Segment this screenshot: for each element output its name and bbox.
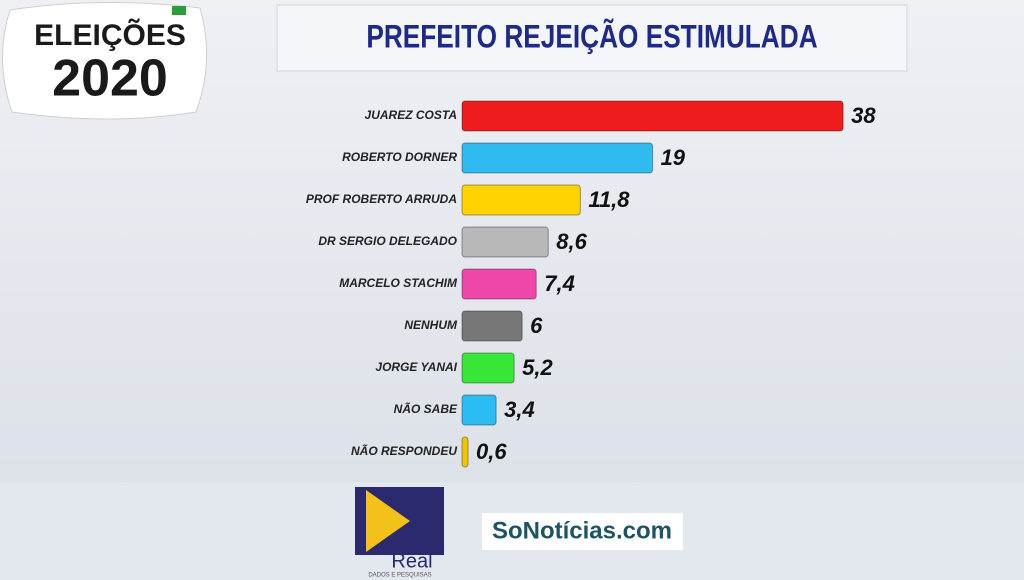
category-label: PROF ROBERTO ARRUDA: [306, 192, 457, 206]
bar: [461, 100, 844, 132]
title-box: [276, 4, 908, 72]
bar: [461, 310, 523, 342]
value-label: 5,2: [522, 355, 553, 380]
real-logo-mark: [366, 490, 410, 552]
category-label: NÃO RESPONDEU: [351, 443, 457, 458]
value-label: 7,4: [544, 271, 575, 296]
value-label: 8,6: [556, 229, 587, 254]
bar: [461, 436, 469, 468]
category-label: NENHUM: [404, 318, 458, 332]
category-label: MARCELO STACHIM: [339, 276, 458, 290]
logo-line1: ELEIÇÕES: [34, 18, 186, 52]
chart-title: PREFEITO REJEIÇÃO ESTIMULADA: [366, 18, 817, 55]
real-logo-sub: DADOS E PESQUISAS: [368, 573, 431, 579]
bar: [461, 352, 515, 384]
bar: [461, 142, 654, 174]
value-label: 0,6: [476, 439, 507, 464]
bar: [461, 226, 549, 258]
site-text: SoNotícias.com: [492, 517, 672, 544]
logo-line2: 2020: [52, 50, 168, 108]
value-label: 3,4: [504, 397, 535, 422]
logo-badge: [1, 1, 208, 120]
value-label: 6: [530, 313, 543, 338]
site-box: [482, 513, 683, 550]
category-label: ROBERTO DORNER: [342, 150, 457, 164]
category-label: DR SERGIO DELEGADO: [318, 234, 457, 248]
value-label: 38: [851, 103, 876, 128]
category-label: NÃO SABE: [394, 401, 458, 416]
bar: [461, 394, 497, 426]
category-label: JUAREZ COSTA: [365, 108, 457, 122]
bar: [461, 184, 581, 216]
value-label: 11,8: [588, 187, 630, 212]
real-logo-text: Real: [391, 550, 432, 572]
logo-flag: [172, 6, 186, 15]
bar: [461, 268, 537, 300]
value-label: 19: [661, 145, 686, 170]
category-label: JORGE YANAI: [375, 360, 457, 374]
